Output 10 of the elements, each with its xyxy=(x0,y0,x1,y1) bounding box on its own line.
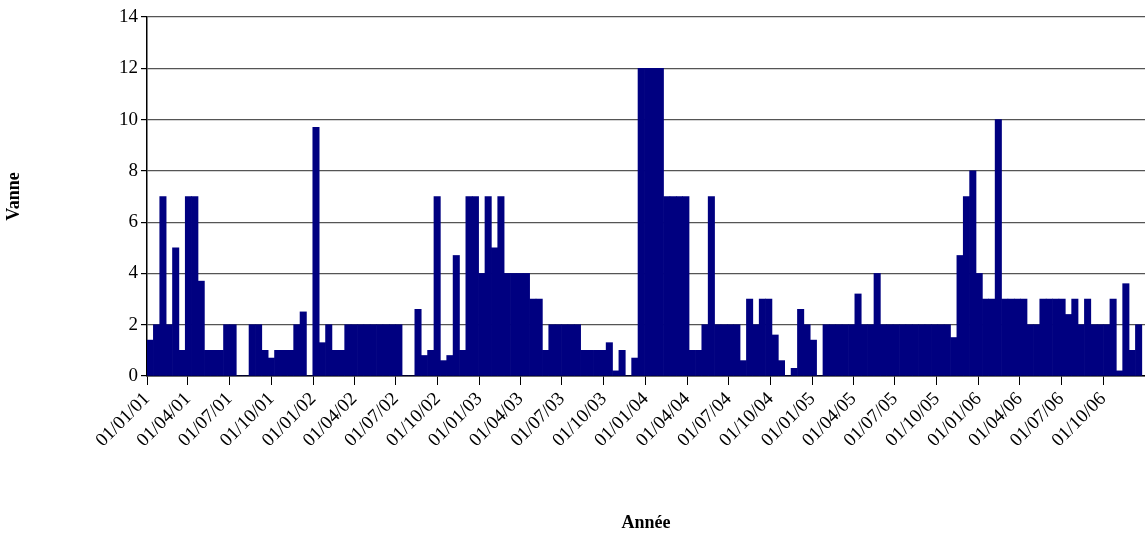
y-tick-label: 6 xyxy=(128,210,138,232)
y-tick-label: 14 xyxy=(119,4,139,26)
y-tick-label: 12 xyxy=(119,56,138,78)
y-axis-title: Vanne xyxy=(3,172,24,221)
y-tick-label: 2 xyxy=(128,312,138,334)
x-axis-title: Année xyxy=(621,511,671,532)
y-tick-label: 10 xyxy=(119,107,138,129)
y-tick-label: 8 xyxy=(128,158,138,180)
y-tick-label: 0 xyxy=(128,363,138,385)
y-tick-label: 4 xyxy=(128,261,139,283)
